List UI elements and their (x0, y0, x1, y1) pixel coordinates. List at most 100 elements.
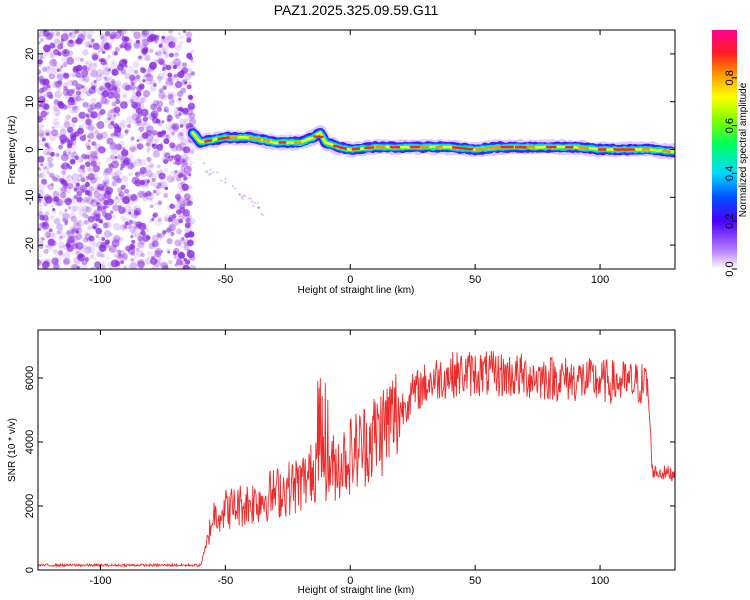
colorbar-tick-label: 0.4 (724, 166, 736, 181)
noise-point (70, 195, 79, 204)
noise-point (38, 167, 42, 172)
noise-point (145, 138, 153, 147)
noise-point (189, 195, 193, 200)
noise-point (231, 185, 235, 188)
noise-point (154, 58, 159, 64)
ridge-peak-segment (364, 146, 375, 150)
noise-point (131, 146, 138, 153)
noise-point (182, 215, 186, 220)
noise-point (110, 63, 118, 71)
noise-point (190, 71, 196, 76)
noise-point (109, 31, 117, 39)
noise-point (88, 194, 93, 198)
noise-point (66, 239, 70, 244)
noise-point (46, 229, 55, 238)
noise-point (109, 142, 117, 150)
noise-point (152, 189, 157, 194)
noise-point (179, 118, 187, 126)
noise-point (125, 99, 130, 104)
noise-point (172, 255, 177, 260)
noise-point (80, 172, 87, 179)
noise-point (113, 123, 120, 130)
noise-point (142, 116, 149, 122)
noise-point (89, 240, 95, 246)
noise-point (163, 109, 167, 113)
noise-point (182, 150, 186, 154)
noise-point (121, 253, 129, 260)
noise-point (38, 111, 41, 116)
noise-point (70, 235, 79, 244)
noise-point (175, 81, 183, 89)
noise-point (130, 30, 136, 35)
noise-point (84, 85, 88, 90)
noise-point (63, 251, 71, 259)
noise-point (125, 194, 133, 201)
noise-point (38, 129, 45, 137)
noise-point (57, 250, 64, 256)
noise-point (139, 66, 144, 71)
noise-point (173, 154, 182, 162)
noise-point (156, 143, 164, 151)
spectrogram-x-tick-label: 50 (469, 274, 481, 286)
noise-point (176, 258, 183, 266)
noise-point (76, 266, 81, 269)
noise-point (79, 184, 88, 192)
noise-point (181, 122, 185, 127)
noise-point (140, 190, 145, 194)
noise-point (61, 138, 66, 144)
noise-point (96, 121, 105, 129)
spectrogram-y-tick-label: 0 (24, 146, 36, 152)
noise-point (171, 175, 177, 181)
noise-point (123, 264, 130, 269)
noise-point (42, 95, 47, 100)
noise-point (131, 91, 139, 98)
noise-point (61, 170, 67, 176)
noise-point (140, 230, 146, 236)
noise-point (77, 253, 86, 262)
noise-point (243, 194, 247, 198)
noise-point (179, 181, 185, 187)
noise-point (80, 262, 88, 269)
noise-point (52, 109, 61, 117)
noise-point (115, 98, 121, 105)
noise-point (151, 34, 157, 40)
noise-point (54, 80, 62, 88)
noise-point (182, 264, 190, 269)
noise-point (49, 134, 56, 142)
noise-point (155, 50, 162, 57)
noise-point (106, 198, 114, 206)
noise-point (238, 193, 241, 196)
noise-point (60, 153, 69, 162)
noise-point (55, 200, 62, 207)
noise-point (50, 175, 56, 180)
noise-point (60, 232, 67, 240)
noise-point (38, 75, 43, 80)
noise-point (180, 237, 185, 242)
noise-point (89, 126, 98, 135)
noise-point (72, 150, 77, 155)
noise-point (186, 239, 194, 247)
noise-point (171, 218, 180, 227)
noise-point (56, 86, 62, 92)
noise-point (77, 220, 84, 228)
noise-point (160, 250, 164, 253)
noise-point (109, 80, 116, 87)
noise-point (48, 73, 55, 80)
noise-point (146, 147, 151, 152)
noise-point (120, 195, 125, 201)
noise-point (128, 211, 132, 215)
noise-point (120, 215, 126, 221)
noise-point (99, 191, 107, 199)
noise-point (80, 69, 89, 77)
noise-point (90, 52, 98, 59)
noise-point (124, 205, 132, 213)
noise-point (113, 175, 121, 182)
noise-point (82, 49, 89, 56)
noise-point (71, 243, 79, 250)
noise-point (113, 106, 121, 114)
noise-point (64, 221, 68, 226)
noise-point (205, 170, 208, 174)
noise-point (58, 144, 63, 150)
noise-point (115, 126, 119, 130)
noise-point (132, 61, 140, 68)
